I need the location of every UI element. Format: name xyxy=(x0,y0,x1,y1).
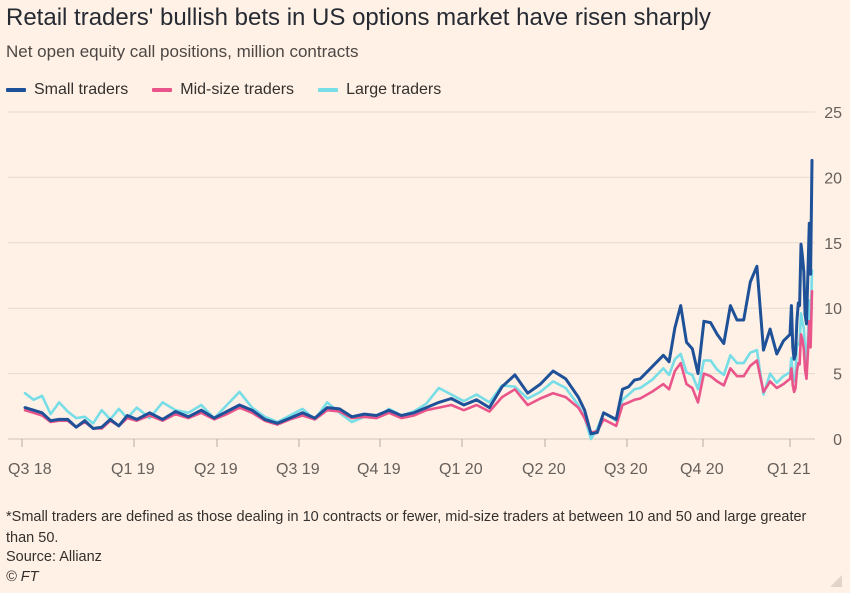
x-tick-label: Q4 20 xyxy=(680,461,724,478)
x-tick-label: Q2 19 xyxy=(194,461,238,478)
x-tick-label: Q3 20 xyxy=(604,461,648,478)
legend-swatch-mid xyxy=(152,88,173,92)
legend-item-small: Small traders xyxy=(6,81,128,99)
footnote: *Small traders are defined as those deal… xyxy=(6,509,807,546)
y-tick-label: 20 xyxy=(824,170,842,187)
legend-label-mid: Mid-size traders xyxy=(180,81,295,98)
legend-label-large: Large traders xyxy=(346,81,442,98)
x-tick-label: Q2 20 xyxy=(522,461,566,478)
legend-swatch-large xyxy=(318,88,339,92)
chart-plot: 25 20 15 10 5 0 Q3 18 Q1 19 Q2 19 Q3 19 Q4 19 Q1 20… xyxy=(8,105,842,478)
y-tick-label: 5 xyxy=(833,367,842,384)
y-tick-label: 25 xyxy=(824,105,842,122)
x-tick-label: Q3 18 xyxy=(8,461,52,478)
series-line-mid-size-traders xyxy=(23,289,814,434)
legend: Small traders Mid-size traders Large tra… xyxy=(6,81,465,99)
x-tick-label: Q1 20 xyxy=(439,461,483,478)
legend-swatch-small xyxy=(6,88,26,92)
source: Source: Allianz xyxy=(6,549,102,565)
x-tick-label: Q1 19 xyxy=(111,461,155,478)
legend-item-large: Large traders xyxy=(318,81,441,99)
resize-corner-icon xyxy=(830,575,842,587)
y-tick-label: 0 xyxy=(833,432,842,449)
x-tick-label: Q3 19 xyxy=(276,461,320,478)
chart-subtitle: Net open equity call positions, million … xyxy=(6,42,359,61)
ft-credit: © FT xyxy=(6,569,39,585)
x-tick-label: Q4 19 xyxy=(357,461,401,478)
chart-title: Retail traders' bullish bets in US optio… xyxy=(6,4,711,31)
series-line-small-traders xyxy=(23,158,814,436)
x-tick-label: Q1 21 xyxy=(767,461,811,478)
y-tick-label: 15 xyxy=(824,236,842,253)
legend-item-mid: Mid-size traders xyxy=(152,81,294,99)
legend-label-small: Small traders xyxy=(34,81,129,98)
y-tick-label: 10 xyxy=(824,301,842,318)
